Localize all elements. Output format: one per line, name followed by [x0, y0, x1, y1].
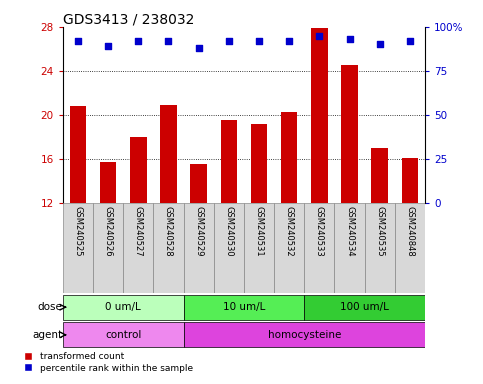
Point [346, 36, 354, 42]
Legend: transformed count, percentile rank within the sample: transformed count, percentile rank withi… [24, 352, 193, 372]
Bar [184, 203, 213, 293]
Point [225, 38, 233, 44]
Text: GSM240848: GSM240848 [405, 205, 414, 257]
Bar [281, 112, 298, 203]
Point [255, 38, 263, 44]
Text: GSM240528: GSM240528 [164, 205, 173, 256]
Text: 10 um/L: 10 um/L [223, 302, 265, 312]
Text: GSM240529: GSM240529 [194, 205, 203, 256]
Bar [274, 203, 304, 293]
Text: GSM240535: GSM240535 [375, 205, 384, 256]
Point [195, 45, 202, 51]
Bar [123, 203, 154, 293]
Bar [371, 148, 388, 203]
Bar [311, 28, 327, 203]
Point [134, 38, 142, 44]
Bar [93, 203, 123, 293]
Text: dose: dose [37, 302, 62, 312]
Bar [63, 203, 93, 293]
Bar [63, 295, 184, 319]
Bar [184, 323, 425, 347]
Text: GSM240526: GSM240526 [103, 205, 113, 256]
Bar [251, 124, 267, 203]
Text: agent: agent [32, 330, 62, 340]
Point [376, 41, 384, 48]
Bar [304, 203, 334, 293]
Bar [365, 203, 395, 293]
Text: 0 um/L: 0 um/L [105, 302, 141, 312]
Text: GSM240527: GSM240527 [134, 205, 143, 256]
Text: homocysteine: homocysteine [268, 330, 341, 340]
Text: 100 um/L: 100 um/L [340, 302, 389, 312]
Text: GSM240525: GSM240525 [73, 205, 83, 256]
Bar [160, 105, 177, 203]
Bar [221, 120, 237, 203]
Text: control: control [105, 330, 142, 340]
Bar [334, 203, 365, 293]
Point [315, 33, 323, 39]
Bar [63, 323, 184, 347]
Point [165, 38, 172, 44]
Bar [70, 106, 86, 203]
Text: GSM240530: GSM240530 [224, 205, 233, 256]
Bar [213, 203, 244, 293]
Bar [154, 203, 184, 293]
Bar [402, 158, 418, 203]
Text: GSM240531: GSM240531 [255, 205, 264, 256]
Text: GSM240532: GSM240532 [284, 205, 294, 256]
Bar [184, 295, 304, 319]
Text: GSM240534: GSM240534 [345, 205, 354, 256]
Point [74, 38, 82, 44]
Text: GSM240533: GSM240533 [315, 205, 324, 257]
Bar [190, 164, 207, 203]
Point [285, 38, 293, 44]
Point [104, 43, 112, 49]
Bar [100, 162, 116, 203]
Bar [395, 203, 425, 293]
Bar [304, 295, 425, 319]
Text: GDS3413 / 238032: GDS3413 / 238032 [63, 13, 194, 27]
Point [406, 38, 414, 44]
Bar [130, 137, 146, 203]
Bar [341, 65, 358, 203]
Bar [244, 203, 274, 293]
